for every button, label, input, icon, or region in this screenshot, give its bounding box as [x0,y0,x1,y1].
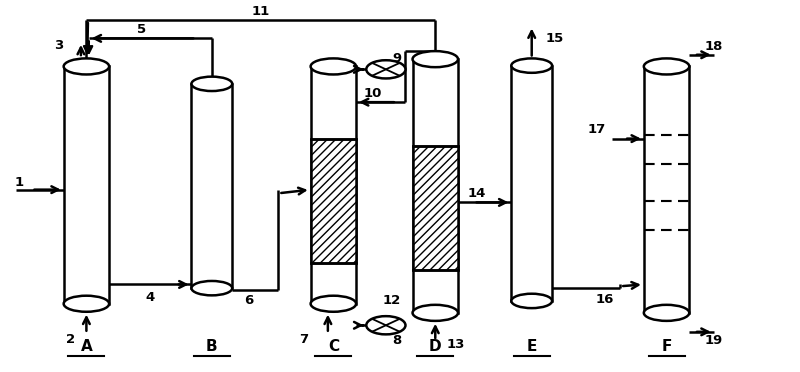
Ellipse shape [413,51,458,67]
Bar [413,146,458,270]
Text: 6: 6 [244,294,254,307]
Text: B: B [206,339,218,354]
Text: 18: 18 [705,40,723,53]
Text: 17: 17 [588,123,606,136]
Ellipse shape [644,305,690,321]
Bar [644,67,690,313]
Text: 11: 11 [252,4,270,17]
Ellipse shape [511,58,552,73]
Ellipse shape [64,296,109,312]
Text: 9: 9 [392,52,402,65]
Bar [191,84,232,288]
Ellipse shape [64,58,109,74]
Text: 14: 14 [467,187,486,200]
Ellipse shape [511,294,552,308]
Text: E: E [526,339,537,354]
Text: 2: 2 [66,333,74,346]
Text: 8: 8 [392,334,402,347]
Text: 3: 3 [54,39,63,52]
Text: 15: 15 [546,32,564,45]
Text: 12: 12 [382,294,401,307]
Ellipse shape [310,58,356,74]
Text: F: F [662,339,672,354]
Text: 19: 19 [705,334,723,347]
Circle shape [366,60,406,78]
Text: 13: 13 [446,338,465,351]
Ellipse shape [644,58,690,74]
Text: 4: 4 [146,291,155,304]
Circle shape [366,316,406,334]
Text: 10: 10 [364,87,382,100]
Ellipse shape [310,296,356,312]
Ellipse shape [413,305,458,321]
Ellipse shape [191,77,232,91]
Text: A: A [81,339,92,354]
Text: D: D [429,339,442,354]
Bar [310,139,356,263]
Text: 16: 16 [596,292,614,305]
Ellipse shape [191,281,232,295]
Bar [413,59,458,313]
Bar [64,67,109,304]
Bar [310,67,356,304]
Text: 5: 5 [137,23,146,36]
Bar [511,65,552,301]
Text: C: C [328,339,339,354]
Text: 1: 1 [14,176,23,189]
Text: 7: 7 [299,333,308,346]
